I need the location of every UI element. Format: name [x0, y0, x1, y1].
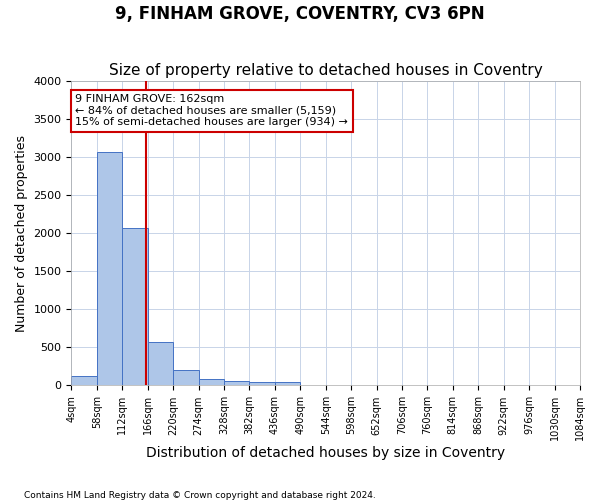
- Bar: [122, 228, 148, 386]
- Title: Size of property relative to detached houses in Coventry: Size of property relative to detached ho…: [109, 63, 542, 78]
- Bar: [275, 382, 300, 386]
- Bar: [71, 376, 97, 386]
- X-axis label: Distribution of detached houses by size in Coventry: Distribution of detached houses by size …: [146, 446, 505, 460]
- Y-axis label: Number of detached properties: Number of detached properties: [15, 134, 28, 332]
- Text: Contains HM Land Registry data © Crown copyright and database right 2024.: Contains HM Land Registry data © Crown c…: [24, 490, 376, 500]
- Bar: [148, 342, 173, 386]
- Bar: [97, 152, 122, 386]
- Text: 9, FINHAM GROVE, COVENTRY, CV3 6PN: 9, FINHAM GROVE, COVENTRY, CV3 6PN: [115, 5, 485, 23]
- Bar: [173, 370, 199, 386]
- Bar: [199, 378, 224, 386]
- Bar: [250, 382, 275, 386]
- Text: 9 FINHAM GROVE: 162sqm
← 84% of detached houses are smaller (5,159)
15% of semi-: 9 FINHAM GROVE: 162sqm ← 84% of detached…: [75, 94, 348, 128]
- Bar: [224, 381, 250, 386]
